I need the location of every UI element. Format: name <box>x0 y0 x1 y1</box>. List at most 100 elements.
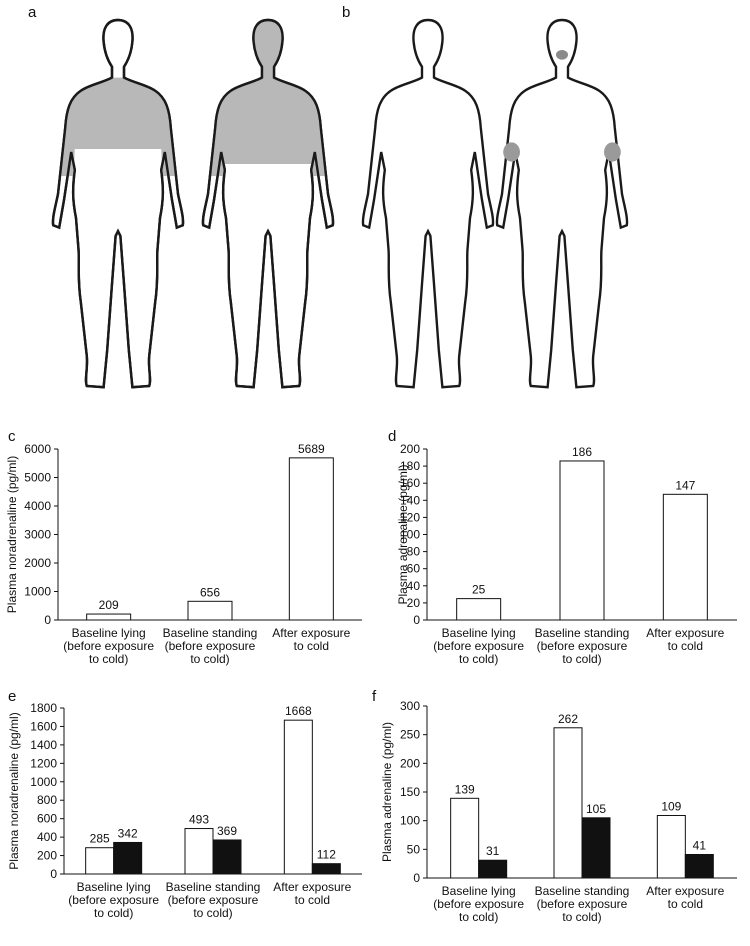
bar-c-2-0 <box>288 457 334 621</box>
body-figure-a-front <box>201 18 335 389</box>
y-tick-label: 60 <box>407 562 421 576</box>
data-label: 147 <box>675 478 695 492</box>
y-tick-label: 2000 <box>24 556 51 570</box>
panel-label-f: f <box>372 688 377 705</box>
x-category-label: Baseline standing <box>535 626 630 640</box>
y-tick-label: 400 <box>37 830 57 844</box>
data-label: 31 <box>486 844 500 858</box>
bar-d-1-0 <box>559 460 605 621</box>
bar-f-0-0 <box>450 797 480 879</box>
data-label: 41 <box>693 838 707 852</box>
y-tick-label: 3000 <box>24 528 51 542</box>
y-axis-label: Plasma noradrenaline (pg/ml) <box>5 456 19 613</box>
y-tick-label: 0 <box>50 867 57 881</box>
bar-e-0-1 <box>113 841 143 875</box>
y-tick-label: 4000 <box>24 499 51 513</box>
bar-e-1-0 <box>184 828 214 875</box>
y-tick-label: 40 <box>407 579 421 593</box>
y-tick-label: 250 <box>400 728 420 742</box>
x-category-label: Baseline lying <box>442 884 516 898</box>
y-tick-label: 0 <box>413 613 420 627</box>
x-category-label: (before exposure <box>537 639 628 653</box>
x-category-label: (before exposure <box>68 893 159 907</box>
panel-label-d: d <box>388 428 397 445</box>
y-tick-label: 6000 <box>24 442 51 456</box>
bar-e-2-0 <box>283 719 313 875</box>
chart-c: Plasma noradrenaline (pg/ml) 0 1000 2000 300… <box>5 442 362 666</box>
y-tick-label: 80 <box>407 545 421 559</box>
x-category-label: (before exposure <box>433 897 524 911</box>
data-label: 1668 <box>285 704 312 718</box>
x-category-label: After exposure <box>272 626 350 640</box>
y-tick-label: 1600 <box>30 719 57 733</box>
y-tick-label: 150 <box>400 785 420 799</box>
bar-c-1-0 <box>187 600 233 621</box>
body-figure-b-front <box>495 18 629 389</box>
x-category-label: (before exposure <box>537 897 628 911</box>
x-category-label: Baseline lying <box>442 626 516 640</box>
bar-e-2-1 <box>311 863 341 875</box>
bar-f-0-1 <box>478 859 508 879</box>
data-label: 186 <box>572 445 592 459</box>
y-tick-label: 1000 <box>24 585 51 599</box>
y-tick-label: 140 <box>400 493 420 507</box>
x-category-label: (before exposure <box>168 893 259 907</box>
x-category-label: (before exposure <box>433 639 524 653</box>
x-category-label: to cold <box>668 897 703 911</box>
panel-label-a: a <box>28 4 37 21</box>
data-label: 25 <box>472 583 486 597</box>
data-label: 493 <box>189 813 209 827</box>
data-label: 342 <box>118 826 138 840</box>
data-label: 139 <box>455 782 475 796</box>
y-tick-label: 1800 <box>30 701 57 715</box>
y-tick-label: 600 <box>37 812 57 826</box>
chart-d: Plasma adrenaline (pg/ml)0 20 40 60 80 100 120… <box>396 442 737 666</box>
data-label: 109 <box>661 800 681 814</box>
bar-c-0-0 <box>86 613 132 621</box>
body-figure-b-back <box>361 18 495 389</box>
y-tick-label: 120 <box>400 510 420 524</box>
y-axis-label: Plasma adrenaline (pg/ml) <box>380 722 394 862</box>
data-label: 262 <box>558 712 578 726</box>
y-tick-label: 160 <box>400 476 420 490</box>
x-category-label: After exposure <box>646 626 724 640</box>
x-category-label: After exposure <box>646 884 724 898</box>
chart-e: Plasma noradrenaline (pg/ml) 0 200 400 600 80… <box>7 701 362 920</box>
y-tick-label: 100 <box>400 528 420 542</box>
y-tick-label: 50 <box>407 842 421 856</box>
bar-d-0-0 <box>456 598 502 621</box>
x-category-label: Baseline standing <box>535 884 630 898</box>
x-category-label: Baseline standing <box>166 880 261 894</box>
y-tick-label: 0 <box>413 871 420 885</box>
x-category-label: Baseline lying <box>77 880 151 894</box>
y-tick-label: 0 <box>44 613 51 627</box>
x-category-label: to cold) <box>562 652 601 666</box>
chart-f: Plasma adrenaline (pg/ml) 0 50 100 150 200 250… <box>380 699 737 924</box>
panel-label-c: c <box>8 428 16 445</box>
data-label: 209 <box>99 598 119 612</box>
y-axis-label: Plasma noradrenaline (pg/ml) <box>7 712 21 869</box>
y-tick-label: 100 <box>400 814 420 828</box>
y-tick-label: 5000 <box>24 471 51 485</box>
bar-f-2-0 <box>656 815 686 879</box>
x-category-label: (before exposure <box>165 639 256 653</box>
x-category-label: to cold) <box>459 652 498 666</box>
data-label: 105 <box>586 802 606 816</box>
bar-e-0-0 <box>85 847 115 875</box>
x-category-label: to cold <box>294 639 329 653</box>
bar-d-2-0 <box>662 493 708 621</box>
y-tick-label: 20 <box>407 596 421 610</box>
panel-label-e: e <box>8 688 17 705</box>
x-category-label: to cold) <box>459 910 498 924</box>
x-category-label: to cold) <box>190 652 229 666</box>
x-category-label: After exposure <box>273 880 351 894</box>
x-category-label: (before exposure <box>63 639 154 653</box>
bar-e-1-1 <box>212 839 242 875</box>
panel-label-b: b <box>342 4 351 21</box>
y-tick-label: 180 <box>400 459 420 473</box>
y-axis-label: Plasma adrenaline (pg/ml) <box>396 464 410 604</box>
y-tick-label: 1000 <box>30 775 57 789</box>
x-category-label: to cold <box>668 639 703 653</box>
body-map-figures <box>51 18 629 389</box>
body-figure-a-back <box>51 18 185 389</box>
